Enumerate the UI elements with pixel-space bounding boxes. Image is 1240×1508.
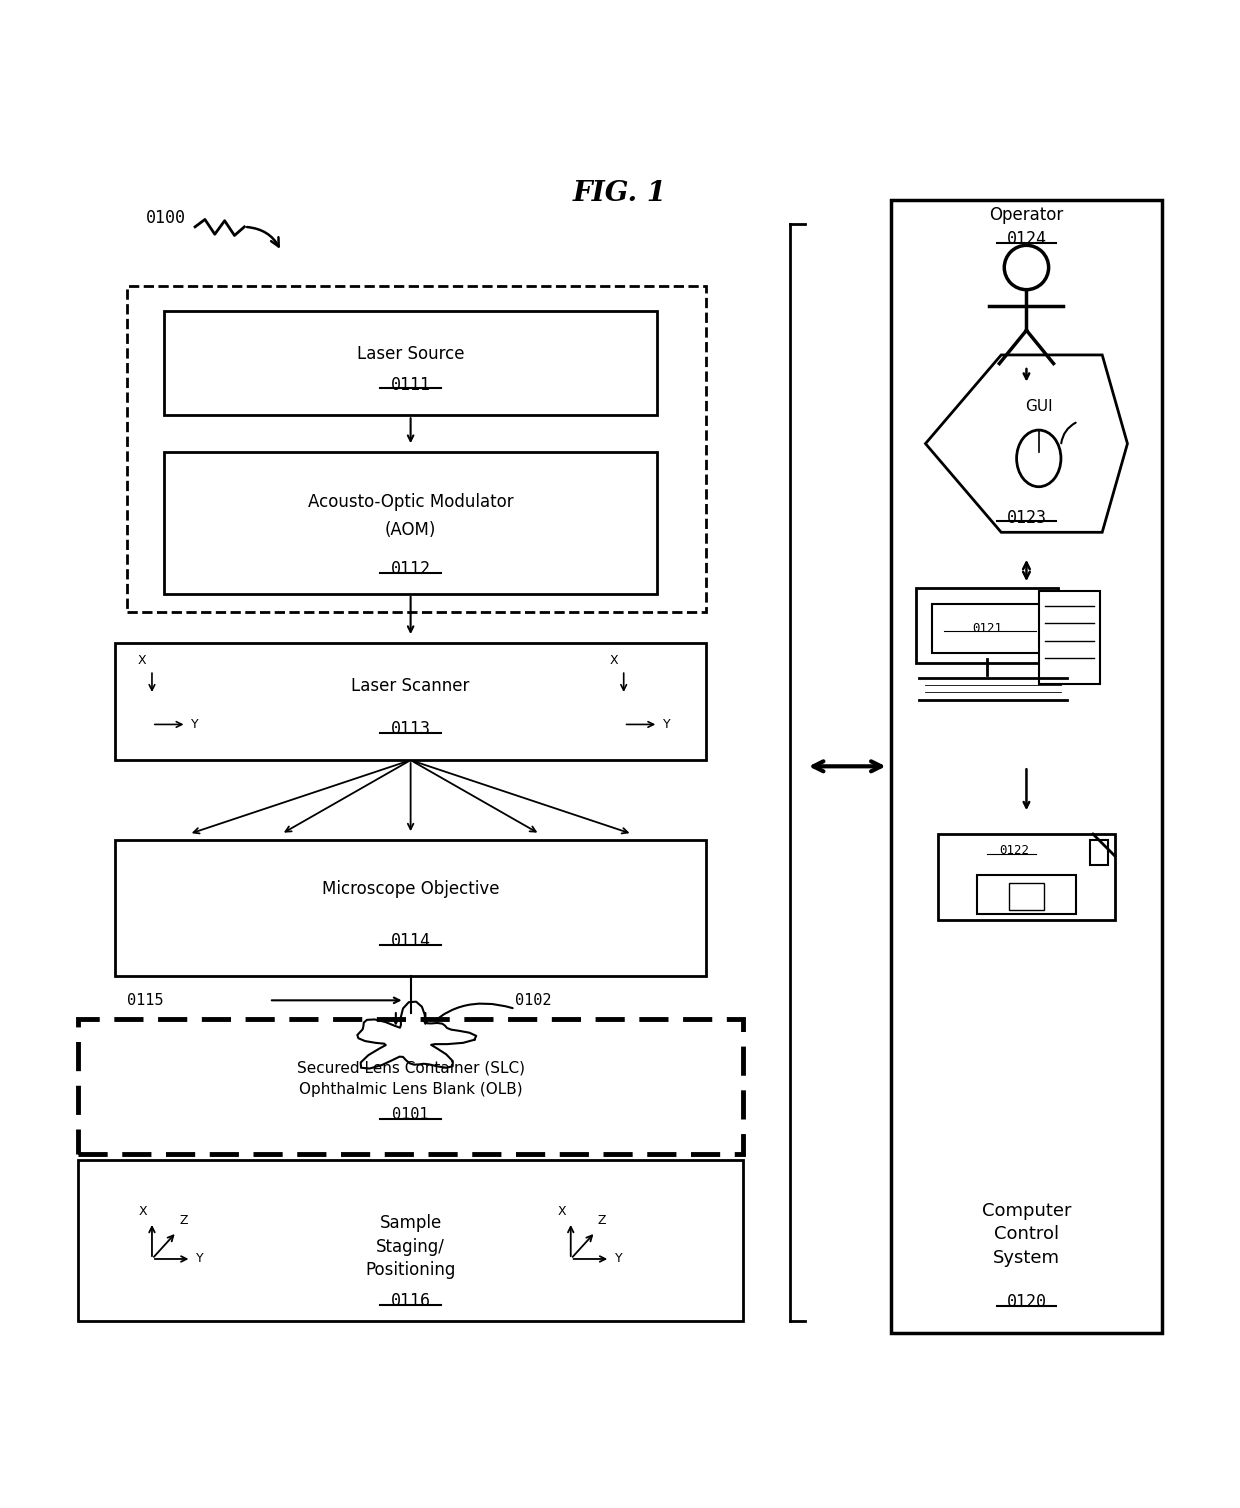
FancyBboxPatch shape xyxy=(931,603,1043,653)
Text: 0114: 0114 xyxy=(391,932,430,950)
FancyBboxPatch shape xyxy=(1090,840,1107,866)
Text: Y: Y xyxy=(615,1253,622,1265)
Text: X: X xyxy=(558,1205,567,1218)
FancyBboxPatch shape xyxy=(1039,591,1100,683)
FancyArrowPatch shape xyxy=(420,1003,512,1036)
Text: Z: Z xyxy=(598,1214,606,1228)
Text: 0111: 0111 xyxy=(391,375,430,394)
Text: X: X xyxy=(138,653,146,667)
Text: Y: Y xyxy=(663,718,671,731)
Text: 0102: 0102 xyxy=(516,992,552,1007)
Text: Y: Y xyxy=(196,1253,203,1265)
Text: 0124: 0124 xyxy=(1007,231,1047,249)
Text: 0113: 0113 xyxy=(391,721,430,739)
Polygon shape xyxy=(925,354,1127,532)
Text: X: X xyxy=(610,653,619,667)
FancyBboxPatch shape xyxy=(915,588,1059,664)
Text: Computer
Control
System: Computer Control System xyxy=(982,1202,1071,1267)
Text: GUI: GUI xyxy=(1025,400,1053,415)
FancyBboxPatch shape xyxy=(164,311,657,415)
Text: Microscope Objective: Microscope Objective xyxy=(322,881,500,899)
FancyBboxPatch shape xyxy=(115,840,707,976)
FancyBboxPatch shape xyxy=(977,875,1076,914)
FancyArrowPatch shape xyxy=(1061,422,1075,443)
FancyBboxPatch shape xyxy=(78,1161,743,1321)
Text: 0121: 0121 xyxy=(972,621,1002,635)
Text: Ophthalmic Lens Blank (OLB): Ophthalmic Lens Blank (OLB) xyxy=(299,1081,522,1096)
Text: Operator: Operator xyxy=(990,205,1064,223)
FancyBboxPatch shape xyxy=(115,642,707,760)
FancyBboxPatch shape xyxy=(937,834,1115,920)
FancyBboxPatch shape xyxy=(78,1019,743,1154)
Text: 0120: 0120 xyxy=(1007,1292,1047,1310)
Text: FIG. 1: FIG. 1 xyxy=(573,179,667,207)
Text: X: X xyxy=(139,1205,148,1218)
Text: 0115: 0115 xyxy=(128,992,164,1007)
FancyBboxPatch shape xyxy=(164,452,657,594)
Text: Laser Source: Laser Source xyxy=(357,345,464,363)
Text: Y: Y xyxy=(191,718,198,731)
Text: Laser Scanner: Laser Scanner xyxy=(351,677,470,695)
FancyBboxPatch shape xyxy=(892,199,1162,1333)
Text: Acousto-Optic Modulator: Acousto-Optic Modulator xyxy=(308,493,513,511)
Text: Z: Z xyxy=(179,1214,187,1228)
Text: 0123: 0123 xyxy=(1007,508,1047,526)
Text: Secured Lens Container (SLC): Secured Lens Container (SLC) xyxy=(296,1060,525,1075)
Text: 0122: 0122 xyxy=(999,843,1029,857)
FancyArrowPatch shape xyxy=(247,228,279,246)
Text: 0112: 0112 xyxy=(391,561,430,578)
Ellipse shape xyxy=(1017,430,1061,487)
Text: 0100: 0100 xyxy=(146,210,186,228)
Text: 0116: 0116 xyxy=(391,1292,430,1310)
Text: (AOM): (AOM) xyxy=(384,520,436,538)
Text: 0101: 0101 xyxy=(392,1107,429,1122)
Text: Sample
Staging/
Positioning: Sample Staging/ Positioning xyxy=(366,1214,456,1279)
FancyBboxPatch shape xyxy=(1009,884,1044,911)
